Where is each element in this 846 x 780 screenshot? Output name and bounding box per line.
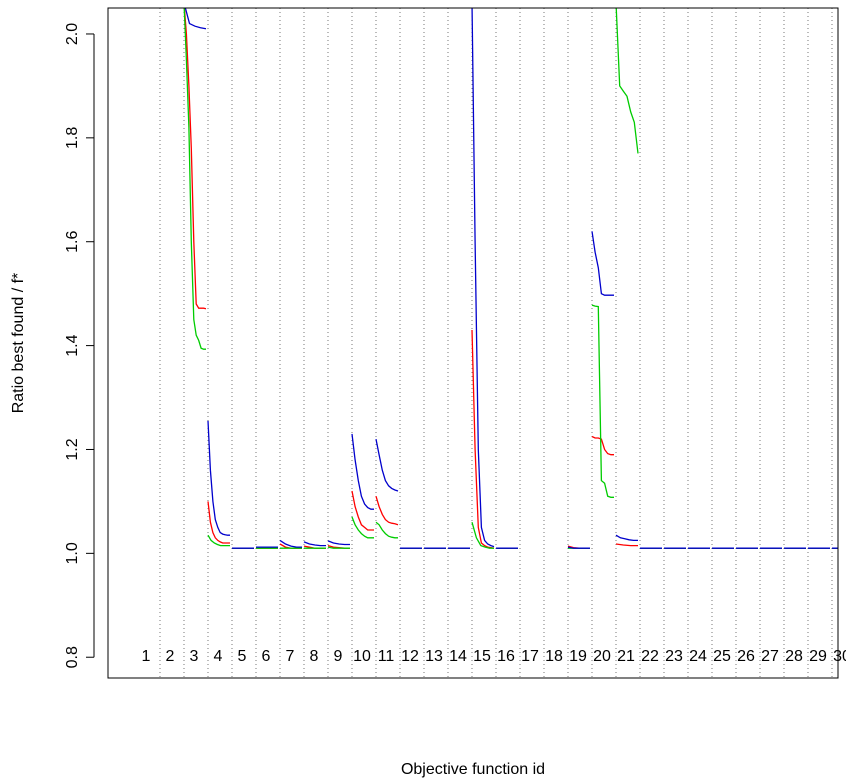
series-line-blue-f19 [567,546,590,549]
series-line-red-f11 [375,496,399,526]
series-line-red-f15 [471,329,495,549]
series-line-blue-f21 [615,534,638,542]
y-axis-label: Ratio best found / f* [10,273,27,414]
series-line-green-f15 [471,522,494,549]
x-tick-label: 2 [166,648,175,665]
series-line-red-f3 [183,8,207,310]
series-line-green-f3 [183,8,206,350]
x-tick-label: 23 [665,648,683,665]
y-tick-label: 1.2 [64,438,81,460]
series-line-blue-f20 [591,231,614,296]
x-tick-label: 21 [617,648,635,665]
x-tick-label: 10 [353,648,371,665]
y-tick-label: 1.0 [64,542,81,564]
x-tick-label: 26 [737,648,755,665]
series-line-blue-f3 [184,8,207,30]
x-tick-label: 19 [569,648,587,665]
series-line-blue-f4 [207,420,230,536]
x-tick-label: 20 [593,648,611,665]
series-line-green-f20 [591,304,614,498]
series-line-blue-f15 [471,8,495,548]
series-line-green-f10 [351,516,374,539]
series-line-green-f21 [615,8,639,154]
x-tick-label: 29 [809,648,827,665]
x-tick-label: 13 [425,648,443,665]
plot-frame [107,7,839,679]
x-axis-label: Objective function id [401,761,545,778]
y-axis: 0.8 1.0 1.2 1.4 1.6 1.8 2.0 [64,23,95,668]
series-lines [183,8,838,549]
y-tick-label: 1.4 [64,334,81,356]
x-tick-label: 16 [497,648,515,665]
y-tick-label: 1.6 [64,231,81,253]
series-line-blue-f7 [279,539,302,548]
series-line-red-f21 [615,543,638,547]
x-tick-label: 12 [401,648,419,665]
gridlines [159,8,833,678]
y-tick-label: 2.0 [64,23,81,45]
y-tick-label: 1.8 [64,127,81,149]
x-tick-labels: 1 2 3 4 5 6 7 8 9 10 11 12 13 14 15 16 17 18 19 20 21 22 23 24 2… [142,648,846,665]
series-line-blue-f8 [303,541,326,547]
series-line-red-f10 [351,490,374,531]
y-tick-label: 0.8 [64,646,81,668]
x-tick-label: 7 [286,648,295,665]
series-line-green-f9 [327,546,350,549]
x-tick-label: 25 [713,648,731,665]
x-tick-label: 5 [238,648,247,665]
x-tick-label: 8 [310,648,319,665]
x-tick-label: 11 [378,648,395,665]
x-tick-label: 24 [689,648,707,665]
x-tick-label: 14 [449,648,467,665]
x-tick-label: 18 [545,648,563,665]
series-line-red-f20 [591,435,614,456]
x-tick-label: 4 [214,648,223,665]
x-tick-label: 27 [761,648,779,665]
series-line-red-f4 [207,501,230,544]
x-tick-label: 22 [641,648,659,665]
series-line-blue-f11 [375,438,399,492]
x-tick-label: 3 [190,648,199,665]
x-tick-label: 28 [785,648,803,665]
x-tick-label: 30 [833,648,846,665]
x-tick-label: 9 [334,648,343,665]
x-tick-label: 15 [473,648,491,665]
x-tick-label: 1 [142,648,151,665]
series-line-blue-f9 [327,540,350,546]
series-line-green-f11 [375,521,398,539]
series-line-blue-f10 [351,433,374,510]
series-line-green-f4 [207,534,230,547]
x-tick-label: 17 [521,648,539,665]
x-tick-label: 6 [262,648,271,665]
